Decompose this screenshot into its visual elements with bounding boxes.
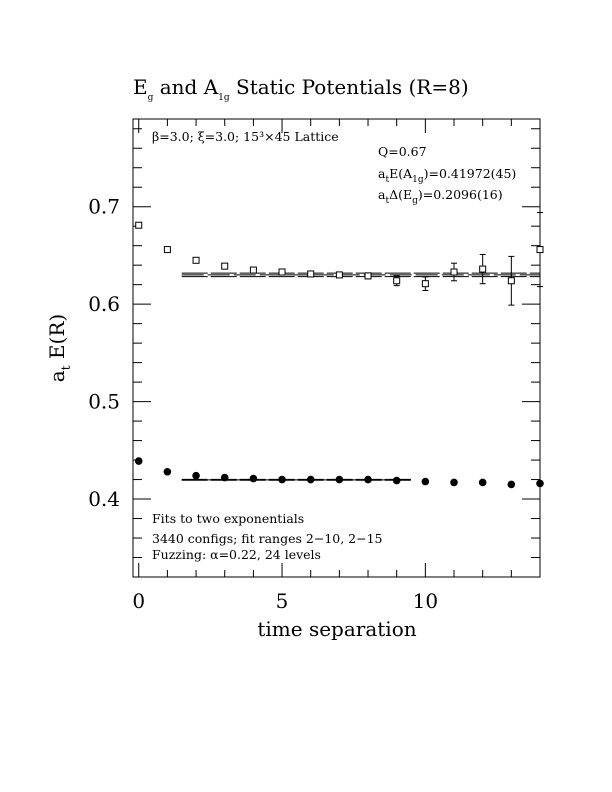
y-axis-label: at E(R) — [45, 314, 73, 382]
point-eg — [364, 272, 372, 280]
point-eg — [421, 280, 429, 288]
x-axis-label: time separation — [257, 617, 416, 641]
x-tick-label: 5 — [276, 589, 289, 613]
point-a1g — [163, 467, 172, 476]
y-tick-label: 0.7 — [88, 195, 120, 219]
point-a1g — [192, 471, 200, 480]
y-tick-label: 0.4 — [88, 487, 120, 511]
point-a1g — [220, 473, 229, 482]
point-a1g — [392, 476, 401, 485]
point-a1g — [536, 479, 544, 488]
ylabel-sub: t — [59, 365, 73, 370]
point-eg — [307, 270, 315, 278]
title-a-sub: 1g — [218, 93, 230, 103]
annotation-configs: 3440 configs; fit ranges 2−10, 2−15 — [152, 531, 383, 546]
point-eg — [278, 268, 286, 276]
annotation-q: Q=0.67 — [378, 144, 427, 159]
point-eg — [135, 221, 143, 229]
ylabel-rest: E(R) — [45, 314, 69, 366]
y-tick-label: 0.6 — [88, 292, 120, 316]
x-axis-ticks — [138, 119, 541, 577]
point-eg — [163, 246, 171, 254]
point-a1g — [478, 478, 487, 487]
annotation-e-a1g: atE(A1g)=0.41972(45) — [378, 166, 516, 185]
point-eg — [507, 277, 515, 285]
point-a1g — [306, 475, 315, 484]
chart-title: Eg and A1g Static Potentials (R=8) — [133, 75, 469, 103]
point-a1g — [134, 457, 143, 465]
y-tick-label: 0.5 — [88, 390, 120, 414]
x-tick-label: 0 — [132, 589, 145, 613]
ylabel-a: a — [45, 370, 69, 382]
title-e-sub: g — [148, 93, 154, 103]
point-a1g — [249, 474, 258, 483]
annotation-fits: Fits to two exponentials — [152, 511, 304, 526]
point-a1g — [507, 480, 516, 489]
point-eg — [536, 246, 544, 254]
x-tick-label: 10 — [413, 589, 438, 613]
title-rest: Static Potentials (R=8) — [230, 75, 469, 99]
point-eg — [393, 277, 401, 285]
x-axis-tick-labels: 0 5 10 — [132, 589, 438, 613]
title-e: E — [133, 75, 148, 99]
point-eg — [335, 271, 343, 279]
y-axis-ticks — [133, 128, 540, 559]
point-eg — [192, 256, 200, 264]
annotation-fuzzing: Fuzzing: α=0.22, 24 levels — [152, 547, 321, 562]
fit-lines — [181, 272, 540, 481]
title-mid: and A — [153, 75, 218, 99]
point-eg — [221, 262, 229, 270]
point-a1g — [421, 477, 430, 486]
point-a1g — [278, 475, 286, 484]
point-eg — [450, 268, 458, 276]
point-a1g — [450, 478, 458, 487]
point-eg — [249, 266, 257, 274]
plot-frame — [132, 118, 541, 578]
y-axis-tick-labels: 0.4 0.5 0.6 0.7 — [88, 195, 120, 511]
point-eg — [479, 265, 487, 273]
point-a1g — [364, 475, 372, 484]
point-a1g — [335, 475, 344, 484]
data-points — [134, 212, 544, 489]
annotation-lattice: β=3.0; ξ=3.0; 15³×45 Lattice — [152, 129, 339, 144]
annotation-delta-eg: atΔ(Eg)=0.2096(16) — [378, 187, 503, 206]
